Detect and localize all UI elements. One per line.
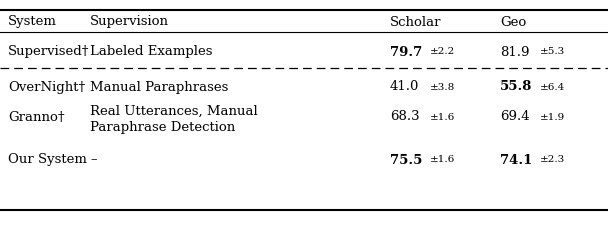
Text: 41.0: 41.0	[390, 80, 420, 94]
Text: ±2.3: ±2.3	[540, 156, 565, 165]
Text: Real Utterances, Manual: Real Utterances, Manual	[90, 105, 258, 117]
Text: Scholar: Scholar	[390, 15, 441, 29]
Text: ±3.8: ±3.8	[430, 83, 455, 91]
Text: Granno†: Granno†	[8, 110, 64, 124]
Text: 74.1: 74.1	[500, 154, 533, 167]
Text: Geo: Geo	[500, 15, 527, 29]
Text: 68.3: 68.3	[390, 110, 420, 124]
Text: 79.7: 79.7	[390, 45, 422, 58]
Text: 55.8: 55.8	[500, 80, 533, 94]
Text: ±2.2: ±2.2	[430, 48, 455, 56]
Text: ±1.9: ±1.9	[540, 113, 565, 121]
Text: 75.5: 75.5	[390, 154, 423, 167]
Text: System: System	[8, 15, 57, 29]
Text: Paraphrase Detection: Paraphrase Detection	[90, 121, 235, 135]
Text: 69.4: 69.4	[500, 110, 530, 124]
Text: Manual Paraphrases: Manual Paraphrases	[90, 80, 229, 94]
Text: Supervision: Supervision	[90, 15, 169, 29]
Text: ±1.6: ±1.6	[430, 113, 455, 121]
Text: ±1.6: ±1.6	[430, 156, 455, 165]
Text: –: –	[90, 154, 97, 167]
Text: OverNight†: OverNight†	[8, 80, 85, 94]
Text: ±6.4: ±6.4	[540, 83, 565, 91]
Text: ±5.3: ±5.3	[540, 48, 565, 56]
Text: Labeled Examples: Labeled Examples	[90, 45, 213, 58]
Text: Supervised†: Supervised†	[8, 45, 89, 58]
Text: Our System: Our System	[8, 154, 87, 167]
Text: 81.9: 81.9	[500, 45, 530, 58]
